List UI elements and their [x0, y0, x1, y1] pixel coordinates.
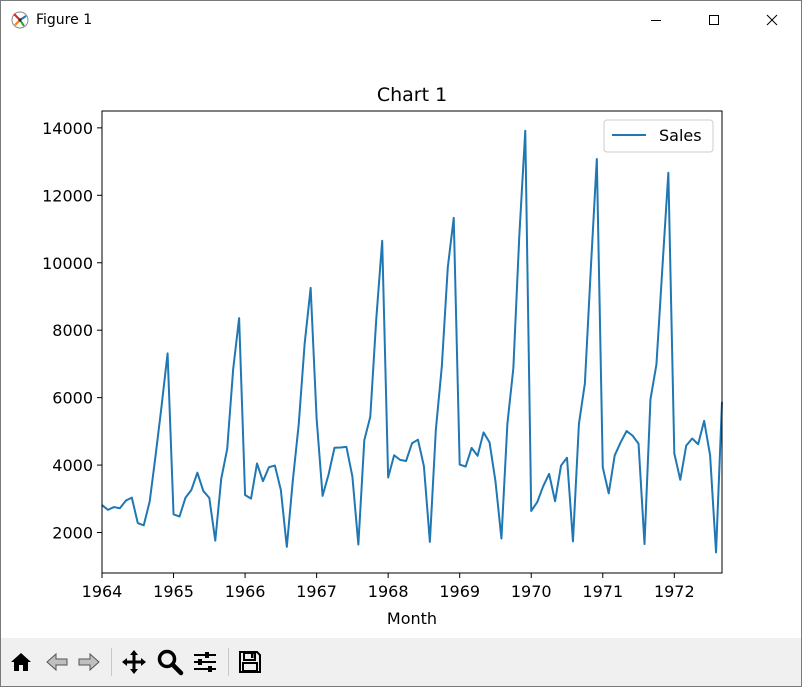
navigation-toolbar: [1, 638, 801, 686]
legend-label-sales: Sales: [659, 126, 702, 145]
y-tick-label: 10000: [42, 254, 93, 273]
x-tick-label: 1972: [654, 582, 695, 601]
configure-subplots-icon: [194, 652, 216, 672]
x-axis-label: Month: [387, 609, 437, 628]
x-tick-label: 1965: [153, 582, 194, 601]
back-icon: [46, 652, 68, 672]
maximize-button[interactable]: [685, 1, 743, 39]
x-tick-label: 1969: [439, 582, 480, 601]
save-icon: [239, 651, 261, 673]
y-tick-label: 8000: [52, 321, 93, 340]
pan-icon: [122, 650, 146, 674]
toolbar-separator: [111, 648, 112, 676]
x-tick-label: 1970: [511, 582, 552, 601]
legend: Sales: [603, 119, 714, 153]
forward-button[interactable]: [73, 646, 105, 678]
legend-box: [603, 119, 714, 153]
matplotlib-figure-icon: [10, 10, 30, 30]
figure-canvas[interactable]: Chart 1 2000 4000 6000 8000 10000 12000 14000 1…: [1, 39, 801, 637]
line-chart: Chart 1 2000 4000 6000 8000 10000 12000 14000 1…: [42, 84, 723, 628]
axes-frame: [101, 110, 723, 574]
zoom-button[interactable]: [154, 646, 186, 678]
x-tick-label: 1968: [368, 582, 409, 601]
x-tick-label: 1966: [225, 582, 266, 601]
y-tick-label: 14000: [42, 119, 93, 138]
window-title: Figure 1: [36, 12, 93, 28]
home-button[interactable]: [5, 646, 37, 678]
pan-button[interactable]: [118, 646, 150, 678]
configure-subplots-button[interactable]: [189, 646, 221, 678]
forward-icon: [78, 652, 100, 672]
home-icon: [11, 653, 31, 671]
y-tick-label: 6000: [52, 389, 93, 408]
save-button[interactable]: [234, 646, 266, 678]
y-tick-label: 12000: [42, 186, 93, 205]
minimize-icon: [651, 20, 661, 21]
y-tick-label: 2000: [52, 524, 93, 543]
back-button[interactable]: [41, 646, 73, 678]
x-tick-label: 1967: [296, 582, 337, 601]
chart-title: Chart 1: [377, 84, 447, 106]
y-tick-label: 4000: [52, 456, 93, 475]
title-bar: Figure 1: [1, 1, 801, 39]
close-icon: [766, 14, 778, 26]
zoom-icon: [157, 649, 184, 676]
series-line-sales: [101, 129, 723, 554]
close-button[interactable]: [743, 1, 801, 39]
minimize-button[interactable]: [627, 1, 685, 39]
x-tick-label: 1964: [82, 582, 123, 601]
maximize-icon: [709, 15, 719, 25]
x-tick-label: 1971: [582, 582, 623, 601]
toolbar-separator: [228, 648, 229, 676]
